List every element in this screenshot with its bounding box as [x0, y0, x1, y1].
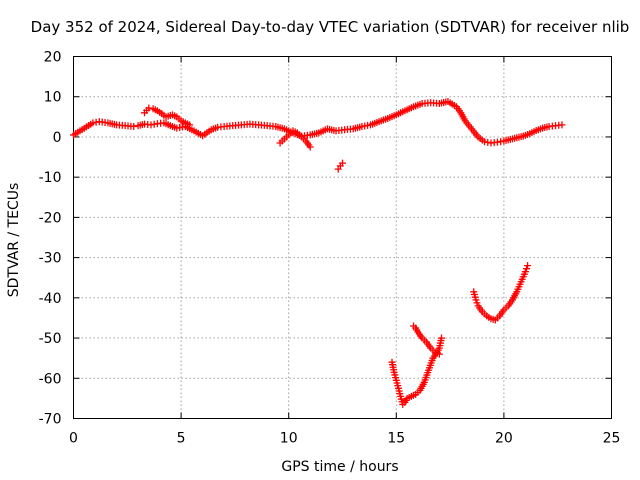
x-tick-label: 25 — [603, 431, 621, 447]
data-point — [306, 143, 314, 151]
data-point — [186, 121, 194, 129]
y-tick-label: 10 — [44, 90, 62, 106]
data-point-interp — [473, 299, 481, 307]
series-v-19 — [470, 262, 532, 324]
series-group — [70, 98, 566, 408]
data-point — [472, 296, 480, 304]
x-tick-label: 20 — [495, 431, 513, 447]
data-point — [437, 334, 445, 342]
series-morning-blob — [141, 104, 194, 129]
series-dip-10 — [276, 127, 314, 151]
y-tick-label: -40 — [39, 291, 62, 307]
y-tick-label: -70 — [39, 412, 62, 428]
data-point — [339, 159, 346, 167]
x-tick-label: 15 — [387, 431, 405, 447]
chart-title: Day 352 of 2024, Sidereal Day-to-day VTE… — [31, 18, 630, 36]
y-tick-label: -30 — [39, 251, 62, 267]
data-point — [145, 104, 153, 112]
y-tick-label: 20 — [44, 50, 62, 66]
x-tick-label: 5 — [177, 431, 186, 447]
y-tick-label: -60 — [39, 371, 62, 387]
series-isolated-12 — [334, 159, 346, 173]
data-point — [435, 350, 443, 358]
data-point-interp — [522, 265, 530, 273]
series-bump-16 — [410, 322, 443, 358]
data-point — [524, 262, 532, 270]
data-point — [521, 268, 529, 276]
plot-frame — [73, 56, 612, 419]
y-tick-label: -20 — [39, 210, 62, 226]
axis-ticks: 20 10 0 -10 -20 -30 -40 -50 -60 -70 0 5 10 15 20 25 — [39, 50, 621, 447]
y-tick-label: -10 — [39, 170, 62, 186]
data-point — [130, 122, 138, 130]
y-tick-label: 0 — [53, 130, 62, 146]
y-tick-label: -50 — [39, 331, 62, 347]
x-axis-label: GPS time / hours — [281, 459, 398, 475]
x-tick-label: 0 — [69, 431, 78, 447]
series-plunge-15 — [388, 334, 445, 408]
series-main-trace — [70, 98, 566, 147]
data-point — [558, 121, 566, 129]
x-tick-label: 10 — [280, 431, 298, 447]
y-axis-label: SDTVAR / TECUs — [6, 183, 22, 298]
